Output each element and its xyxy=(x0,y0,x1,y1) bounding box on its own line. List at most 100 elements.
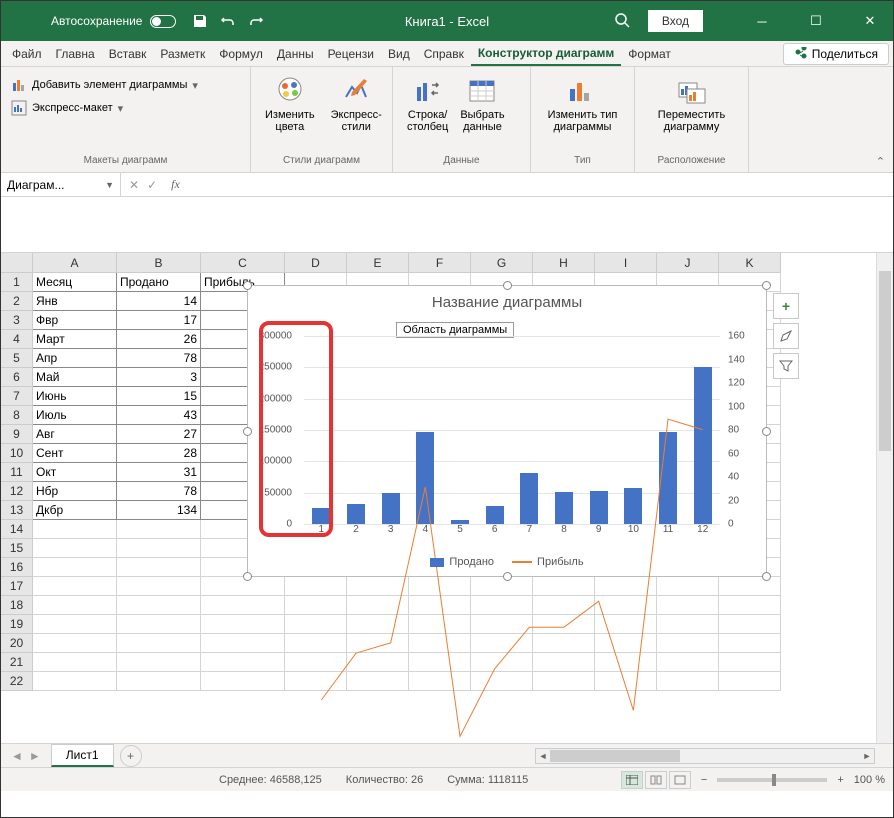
cell[interactable] xyxy=(719,577,781,596)
cell[interactable]: 43 xyxy=(117,406,201,425)
row-header-10[interactable]: 10 xyxy=(1,444,33,463)
cell[interactable]: Фвр xyxy=(33,311,117,330)
horizontal-scrollbar[interactable]: ◄ ► xyxy=(535,748,875,764)
col-header-I[interactable]: I xyxy=(595,253,657,273)
cell[interactable] xyxy=(33,558,117,577)
row-header-8[interactable]: 8 xyxy=(1,406,33,425)
cell[interactable] xyxy=(33,577,117,596)
row-header-12[interactable]: 12 xyxy=(1,482,33,501)
sheet-nav[interactable]: ◄► xyxy=(1,749,51,763)
row-header-22[interactable]: 22 xyxy=(1,672,33,691)
cell[interactable] xyxy=(201,634,285,653)
cell[interactable]: Авг xyxy=(33,425,117,444)
zoom-slider[interactable] xyxy=(717,778,827,782)
scrollbar-thumb[interactable] xyxy=(879,271,891,451)
login-button[interactable]: Вход xyxy=(648,10,703,32)
row-header-21[interactable]: 21 xyxy=(1,653,33,672)
chart-styles-button[interactable] xyxy=(773,323,799,349)
cell[interactable] xyxy=(117,577,201,596)
y-axis-right[interactable]: 160140120100806040200 xyxy=(722,336,766,524)
row-header-2[interactable]: 2 xyxy=(1,292,33,311)
tab-insert[interactable]: Вставк xyxy=(102,43,154,65)
row-header-14[interactable]: 14 xyxy=(1,520,33,539)
cell[interactable]: Июнь xyxy=(33,387,117,406)
cancel-icon[interactable]: ✕ xyxy=(129,178,139,192)
cell[interactable]: 26 xyxy=(117,330,201,349)
chart-filter-button[interactable] xyxy=(773,353,799,379)
col-header-K[interactable]: K xyxy=(719,253,781,273)
row-header-11[interactable]: 11 xyxy=(1,463,33,482)
tab-view[interactable]: Вид xyxy=(381,43,417,65)
change-chart-type-button[interactable]: Изменить тип диаграммы xyxy=(542,71,624,155)
cell[interactable] xyxy=(33,653,117,672)
cell[interactable]: Дкбр xyxy=(33,501,117,520)
minimize-button[interactable]: ─ xyxy=(739,1,785,41)
collapse-ribbon-icon[interactable]: ⌃ xyxy=(876,155,885,168)
col-header-C[interactable]: C xyxy=(201,253,285,273)
row-header-6[interactable]: 6 xyxy=(1,368,33,387)
quick-layout-button[interactable]: Экспресс-макет▾ xyxy=(9,98,242,118)
col-header-F[interactable]: F xyxy=(409,253,471,273)
cell[interactable]: 28 xyxy=(117,444,201,463)
col-header-D[interactable]: D xyxy=(285,253,347,273)
normal-view-button[interactable] xyxy=(621,771,643,789)
save-icon[interactable] xyxy=(192,13,208,29)
row-header-9[interactable]: 9 xyxy=(1,425,33,444)
cell[interactable] xyxy=(719,672,781,691)
cell[interactable] xyxy=(201,596,285,615)
cell[interactable] xyxy=(201,615,285,634)
cell[interactable] xyxy=(117,653,201,672)
vertical-scrollbar[interactable] xyxy=(876,253,893,743)
legend-item-1[interactable]: Продано xyxy=(430,556,494,568)
chart-title[interactable]: Название диаграммы xyxy=(248,286,766,313)
cell[interactable]: Апр xyxy=(33,349,117,368)
row-header-4[interactable]: 4 xyxy=(1,330,33,349)
toggle-switch[interactable] xyxy=(150,15,176,28)
close-button[interactable]: ✕ xyxy=(847,1,893,41)
search-icon[interactable] xyxy=(614,12,632,30)
undo-icon[interactable] xyxy=(220,13,236,29)
tab-file[interactable]: Файл xyxy=(5,43,49,65)
chart-legend[interactable]: Продано Прибыль xyxy=(248,556,766,568)
cell[interactable]: Янв xyxy=(33,292,117,311)
redo-icon[interactable] xyxy=(248,13,264,29)
cell[interactable] xyxy=(719,653,781,672)
col-header-A[interactable]: A xyxy=(33,253,117,273)
chart-object[interactable]: Название диаграммы Область диаграммы 300… xyxy=(247,285,767,577)
chart-elements-button[interactable]: + xyxy=(773,293,799,319)
cell[interactable] xyxy=(719,615,781,634)
cell[interactable] xyxy=(117,558,201,577)
cell[interactable]: Май xyxy=(33,368,117,387)
cell[interactable]: Месяц xyxy=(33,273,117,292)
cell[interactable] xyxy=(201,577,285,596)
tab-format[interactable]: Формат xyxy=(621,43,678,65)
row-header-5[interactable]: 5 xyxy=(1,349,33,368)
select-data-button[interactable]: Выбрать данные xyxy=(454,71,510,155)
maximize-button[interactable]: ☐ xyxy=(793,1,839,41)
tab-data[interactable]: Данны xyxy=(270,43,321,65)
line-series[interactable] xyxy=(304,336,720,743)
scroll-right-icon[interactable]: ► xyxy=(860,749,874,763)
cell[interactable]: Окт xyxy=(33,463,117,482)
name-box[interactable]: Диаграм...▼ xyxy=(1,173,121,196)
tab-home[interactable]: Главна xyxy=(49,43,102,65)
cell[interactable] xyxy=(33,634,117,653)
cell[interactable] xyxy=(33,615,117,634)
page-layout-button[interactable] xyxy=(645,771,667,789)
zoom-in-button[interactable]: + xyxy=(837,774,843,786)
cell[interactable] xyxy=(719,596,781,615)
col-header-G[interactable]: G xyxy=(471,253,533,273)
cell[interactable] xyxy=(201,653,285,672)
col-header-B[interactable]: B xyxy=(117,253,201,273)
scrollbar-thumb[interactable] xyxy=(550,750,680,762)
cell[interactable]: 31 xyxy=(117,463,201,482)
cell[interactable]: 134 xyxy=(117,501,201,520)
x-axis[interactable]: 123456789101112 xyxy=(304,524,720,538)
scroll-left-icon[interactable]: ◄ xyxy=(536,749,550,763)
tab-review[interactable]: Рецензи xyxy=(321,43,381,65)
page-break-button[interactable] xyxy=(669,771,691,789)
cell[interactable] xyxy=(33,520,117,539)
autosave-toggle[interactable]: Автосохранение xyxy=(51,14,176,28)
legend-item-2[interactable]: Прибыль xyxy=(512,556,584,568)
y-axis-left[interactable]: 300000250000200000150000100000500000 xyxy=(248,336,298,524)
